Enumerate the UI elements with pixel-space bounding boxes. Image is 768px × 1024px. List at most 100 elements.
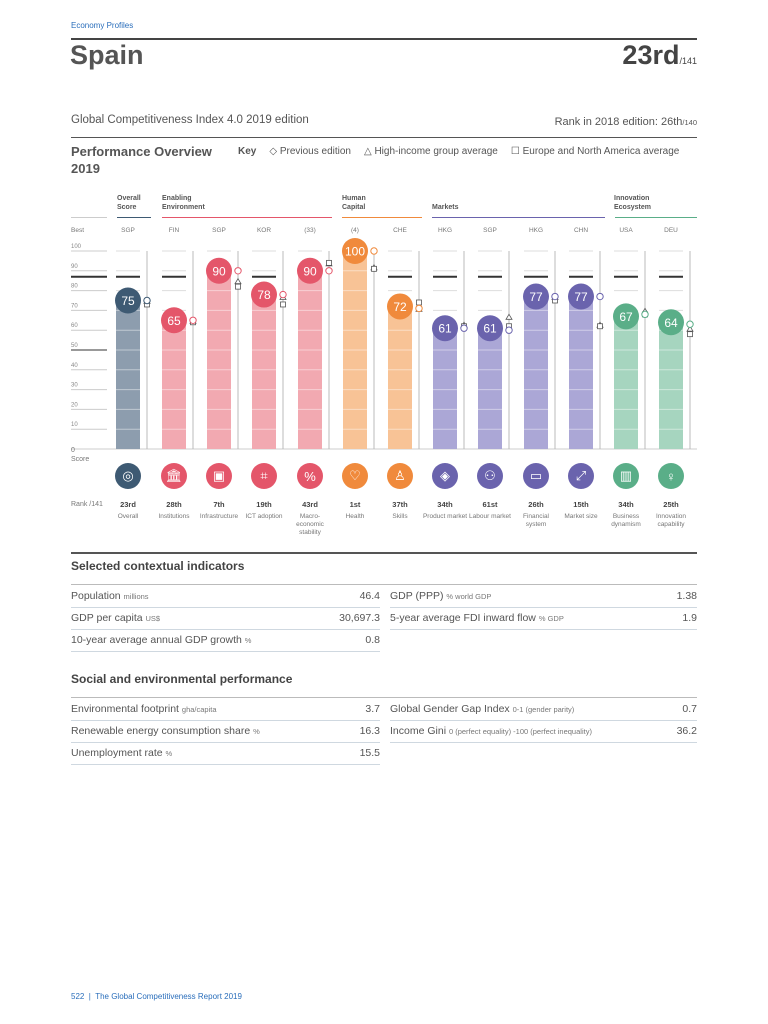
axis-tick-label: 10 bbox=[71, 422, 78, 428]
pillar-rank: 61st bbox=[482, 500, 498, 509]
indicator-label: Environmental footprint gha/capita bbox=[71, 703, 217, 715]
indicator-unit: % world GDP bbox=[446, 592, 492, 601]
europe-marker bbox=[280, 301, 286, 308]
building-icon: ▥ bbox=[613, 463, 639, 489]
key-europe: ☐ Europe and North America average bbox=[510, 146, 680, 157]
score-circle bbox=[568, 283, 594, 310]
indicator-unit: % GDP bbox=[538, 614, 564, 623]
bar-10 bbox=[569, 296, 593, 449]
prev-rank-of: /140 bbox=[682, 118, 697, 127]
section-label: Economy Profiles bbox=[71, 21, 134, 30]
pillar-rank: 19th bbox=[256, 500, 272, 509]
bar-4 bbox=[298, 270, 322, 449]
indicator-unit: % bbox=[244, 636, 252, 645]
high-income-marker bbox=[234, 277, 242, 285]
score-circle bbox=[115, 287, 141, 314]
europe-marker bbox=[687, 331, 693, 338]
indicator-unit: % bbox=[165, 749, 173, 758]
indicator-value: 0.8 bbox=[365, 634, 380, 646]
score-label: 64 bbox=[664, 316, 678, 330]
bar-5 bbox=[343, 251, 367, 449]
indicator-row: Renewable energy consumption share % 16.3 bbox=[71, 720, 380, 743]
indicator-label: Income Gini 0 (perfect equality) -100 (p… bbox=[390, 725, 592, 737]
indicator-label: 5-year average FDI inward flow % GDP bbox=[390, 612, 564, 624]
previous-edition-marker bbox=[189, 316, 197, 324]
target-icon: ◎ bbox=[115, 463, 141, 489]
previous-edition-marker bbox=[234, 267, 242, 275]
pillar-rank: 26th bbox=[528, 500, 544, 509]
pillar-label: Business dynamism bbox=[611, 513, 641, 528]
bar-7 bbox=[433, 328, 457, 449]
score-circle bbox=[206, 257, 232, 284]
europe-marker bbox=[597, 323, 603, 330]
high-income-marker bbox=[505, 313, 513, 320]
pillar-label: Labour market bbox=[469, 513, 511, 520]
indicator-value: 0.7 bbox=[682, 703, 697, 715]
pillar-rank: 43rd bbox=[302, 500, 318, 509]
best-economy: SGP bbox=[121, 227, 135, 234]
score-axis-label: 0 Score bbox=[71, 447, 90, 463]
pillar-label: Market size bbox=[564, 513, 598, 520]
indicator-label: Population millions bbox=[71, 590, 149, 602]
score-circle bbox=[251, 281, 277, 308]
indicator-label: Renewable energy consumption share % bbox=[71, 725, 260, 737]
indicator-row: 5-year average FDI inward flow % GDP 1.9 bbox=[390, 607, 697, 630]
report-title: The Global Competitiveness Report 2019 bbox=[95, 992, 242, 1001]
previous-edition-marker bbox=[641, 310, 649, 319]
key-previous-edition: ◇ Previous edition bbox=[269, 146, 351, 157]
pillar-rank: 23rd bbox=[120, 500, 136, 509]
high-income-marker bbox=[686, 325, 694, 332]
overview-title: Performance Overview 2019 bbox=[71, 143, 212, 177]
score-circle bbox=[297, 257, 323, 284]
previous-edition-marker bbox=[415, 304, 423, 313]
prev-rank-label: Rank in 2018 edition: 26th bbox=[554, 116, 683, 128]
indicator-label: 10-year average annual GDP growth % bbox=[71, 634, 252, 646]
edition-label: Global Competitiveness Index 4.0 2019 ed… bbox=[71, 114, 309, 126]
rank-of: /141 bbox=[679, 56, 697, 66]
score-label: 65 bbox=[167, 314, 181, 328]
score-circle bbox=[477, 315, 503, 342]
pillar-label: Overall bbox=[117, 513, 139, 520]
previous-edition-marker bbox=[551, 292, 559, 301]
indicator-value: 1.9 bbox=[682, 612, 697, 624]
previous-edition-marker bbox=[370, 247, 378, 255]
prev-rank: Rank in 2018 edition: 26th/140 bbox=[555, 116, 697, 128]
score-label: 67 bbox=[619, 310, 633, 324]
rank-axis-label: Rank /141 bbox=[71, 501, 103, 508]
indicator-row: GDP per capita US$ 30,697.3 bbox=[71, 607, 380, 630]
axis-tick-label: 20 bbox=[71, 402, 78, 408]
social-title: Social and environmental performance bbox=[71, 672, 293, 686]
bar-8 bbox=[478, 328, 502, 449]
pillar-label: Macro-economic stability bbox=[296, 513, 324, 536]
axis-tick-label: 90 bbox=[71, 264, 78, 270]
score-label: 100 bbox=[345, 245, 365, 259]
indicator-label: GDP (PPP) % world GDP bbox=[390, 590, 492, 602]
best-economy: SGP bbox=[212, 227, 226, 234]
graduate-icon: ♙ bbox=[387, 463, 413, 489]
pillar-label: Financial system bbox=[522, 513, 549, 528]
indicator-row: Population millions 46.4 bbox=[71, 585, 380, 608]
pillar-rank: 37th bbox=[392, 500, 408, 509]
indicator-unit: 0-1 (gender parity) bbox=[512, 705, 575, 714]
best-economy: (4) bbox=[351, 227, 359, 234]
rank-value: 23rd bbox=[622, 40, 680, 70]
card-icon: ▭ bbox=[523, 463, 549, 489]
overview-year: 2019 bbox=[71, 161, 100, 176]
score-label: 75 bbox=[121, 294, 135, 308]
axis-tick-label: 60 bbox=[71, 323, 78, 329]
score-circle bbox=[342, 238, 368, 264]
indicator-row: Environmental footprint gha/capita 3.7 bbox=[71, 698, 380, 721]
best-economy: DEU bbox=[664, 227, 678, 234]
europe-marker bbox=[416, 299, 422, 306]
indicator-label: Global Gender Gap Index 0-1 (gender pari… bbox=[390, 703, 575, 715]
score-label: 77 bbox=[574, 290, 588, 304]
score-circle bbox=[161, 307, 187, 334]
pillar-label: Institutions bbox=[158, 513, 190, 520]
previous-edition-marker bbox=[596, 292, 604, 301]
bar-0 bbox=[116, 300, 140, 449]
group-overall: Overall Score bbox=[117, 195, 141, 211]
indicator-value: 3.7 bbox=[365, 703, 380, 715]
indicator-value: 30,697.3 bbox=[339, 612, 380, 624]
indicator-value: 16.3 bbox=[359, 725, 380, 737]
indicator-unit: millions bbox=[123, 592, 149, 601]
